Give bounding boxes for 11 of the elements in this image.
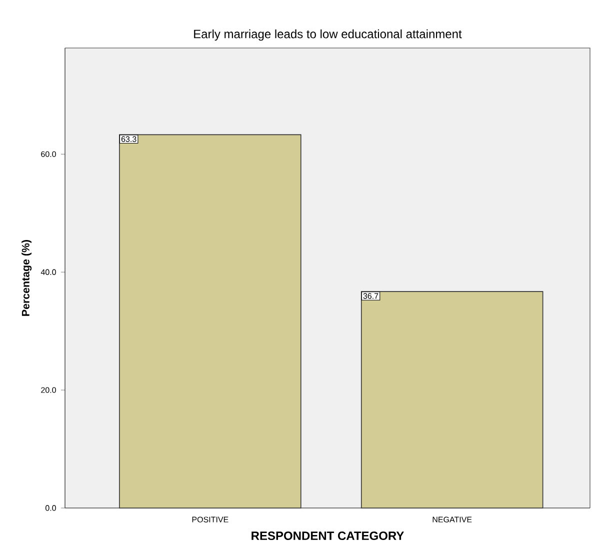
data-label: 63.3 [121,136,136,142]
y-tick-label: 40.0 [40,269,56,275]
y-tick-label: 0.0 [45,505,56,511]
x-tick-label: NEGATIVE [432,516,472,522]
y-tick-label: 60.0 [41,151,56,157]
y-tick-label: 20.0 [41,387,56,393]
x-tick-label: POSITIVE [192,516,228,522]
x-axis-title: RESPONDENT CATEGORY [252,532,404,540]
chart-title: Early marriage leads to low educational attainment [194,29,462,41]
y-axis-title: Percentage (%) [22,240,32,316]
data-label: 36.7 [363,293,378,299]
